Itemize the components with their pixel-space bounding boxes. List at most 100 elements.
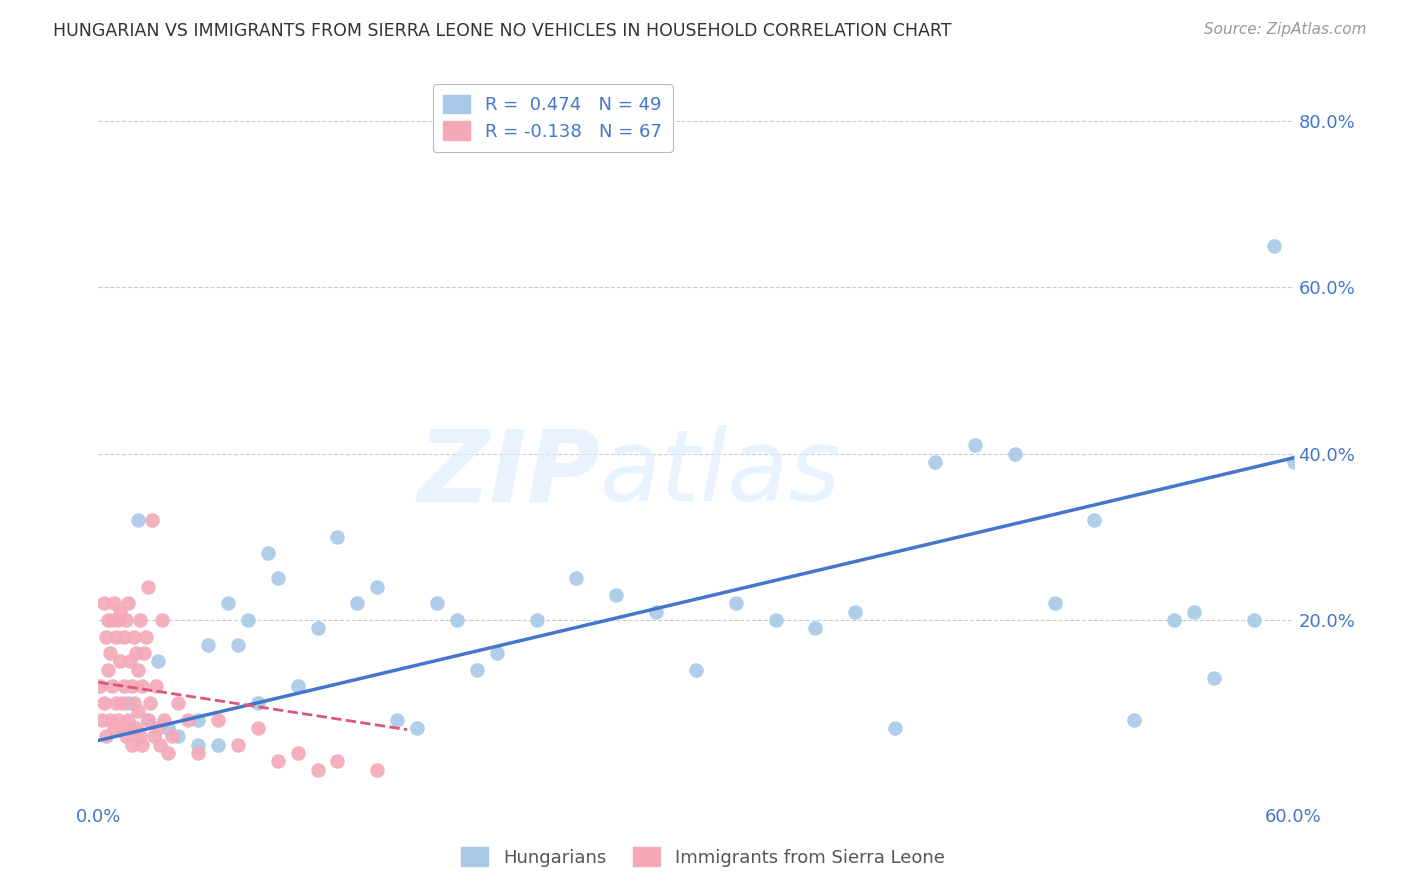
Point xyxy=(153,713,176,727)
Point xyxy=(385,713,409,727)
Point xyxy=(565,571,588,585)
Point xyxy=(256,546,278,560)
Point xyxy=(844,605,866,619)
Point xyxy=(366,763,388,777)
Point xyxy=(143,729,166,743)
Point xyxy=(1083,513,1105,527)
Point xyxy=(287,680,309,694)
Point xyxy=(167,696,190,710)
Point xyxy=(267,571,290,585)
Point xyxy=(96,630,118,644)
Point xyxy=(1043,596,1066,610)
Point xyxy=(125,646,148,660)
Point xyxy=(93,696,115,710)
Point xyxy=(105,696,128,710)
Point xyxy=(884,721,907,735)
Point xyxy=(135,630,157,644)
Point xyxy=(111,721,134,735)
Point xyxy=(139,696,162,710)
Point xyxy=(150,613,173,627)
Point xyxy=(167,729,190,743)
Point xyxy=(645,605,668,619)
Point xyxy=(326,530,349,544)
Point xyxy=(187,713,209,727)
Point xyxy=(226,638,249,652)
Point xyxy=(157,721,180,735)
Point xyxy=(98,646,122,660)
Point xyxy=(157,746,180,760)
Point xyxy=(110,655,132,669)
Text: HUNGARIAN VS IMMIGRANTS FROM SIERRA LEONE NO VEHICLES IN HOUSEHOLD CORRELATION C: HUNGARIAN VS IMMIGRANTS FROM SIERRA LEON… xyxy=(53,22,952,40)
Point xyxy=(207,713,229,727)
Point xyxy=(1202,671,1225,685)
Point xyxy=(120,721,142,735)
Point xyxy=(426,596,449,610)
Text: atlas: atlas xyxy=(600,425,842,522)
Point xyxy=(97,663,120,677)
Point xyxy=(131,738,153,752)
Point xyxy=(1282,455,1305,469)
Point xyxy=(98,713,122,727)
Point xyxy=(177,713,200,727)
Point xyxy=(1163,613,1185,627)
Point xyxy=(346,596,368,610)
Point xyxy=(406,721,429,735)
Point xyxy=(117,713,139,727)
Point xyxy=(924,455,946,469)
Point xyxy=(307,763,329,777)
Point xyxy=(287,746,309,760)
Point xyxy=(127,705,149,719)
Point xyxy=(226,738,249,752)
Point xyxy=(685,663,707,677)
Point xyxy=(217,596,239,610)
Point xyxy=(103,596,125,610)
Point xyxy=(136,713,159,727)
Point xyxy=(141,513,163,527)
Point xyxy=(96,729,118,743)
Legend: Hungarians, Immigrants from Sierra Leone: Hungarians, Immigrants from Sierra Leone xyxy=(454,840,952,874)
Point xyxy=(605,588,627,602)
Point xyxy=(326,754,349,768)
Point xyxy=(101,613,124,627)
Point xyxy=(111,696,134,710)
Point xyxy=(91,713,114,727)
Point xyxy=(246,721,269,735)
Point xyxy=(465,663,488,677)
Point xyxy=(89,680,111,694)
Point xyxy=(724,596,747,610)
Point xyxy=(115,613,138,627)
Point xyxy=(121,738,143,752)
Point xyxy=(131,680,153,694)
Point xyxy=(107,713,129,727)
Point xyxy=(765,613,787,627)
Legend: R =  0.474   N = 49, R = -0.138   N = 67: R = 0.474 N = 49, R = -0.138 N = 67 xyxy=(433,84,672,152)
Point xyxy=(93,596,115,610)
Point xyxy=(105,630,128,644)
Point xyxy=(366,580,388,594)
Point xyxy=(124,696,146,710)
Point xyxy=(110,605,132,619)
Point xyxy=(125,721,148,735)
Point xyxy=(129,613,152,627)
Point xyxy=(1243,613,1265,627)
Point xyxy=(187,746,209,760)
Point xyxy=(97,613,120,627)
Point xyxy=(127,513,149,527)
Point xyxy=(804,621,827,635)
Point xyxy=(1182,605,1205,619)
Point xyxy=(101,680,124,694)
Text: Source: ZipAtlas.com: Source: ZipAtlas.com xyxy=(1204,22,1367,37)
Point xyxy=(963,438,986,452)
Point xyxy=(160,729,183,743)
Text: ZIP: ZIP xyxy=(418,425,600,522)
Point xyxy=(134,646,156,660)
Point xyxy=(148,721,170,735)
Point xyxy=(121,680,143,694)
Point xyxy=(149,738,172,752)
Point xyxy=(136,713,159,727)
Point xyxy=(112,630,135,644)
Point xyxy=(112,680,135,694)
Point xyxy=(127,663,149,677)
Point xyxy=(267,754,290,768)
Point xyxy=(107,613,129,627)
